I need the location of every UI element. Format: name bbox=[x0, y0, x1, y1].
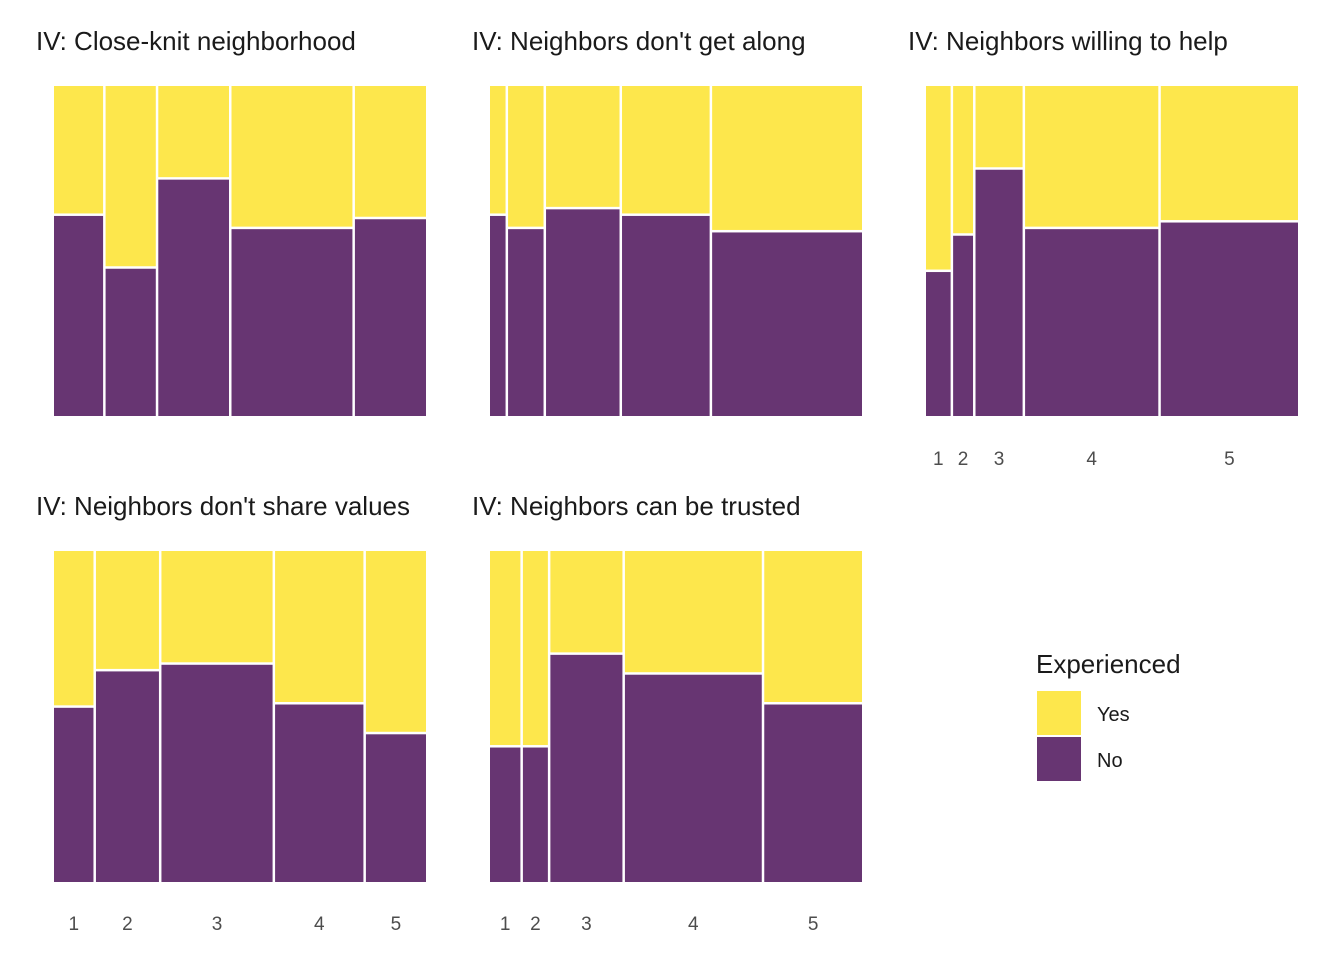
panel-dont-share-values: IV: Neighbors don't share values 1 2 3 4 5 bbox=[36, 491, 426, 935]
tile-yes-cat-1 bbox=[54, 551, 94, 706]
tile-no-cat-3 bbox=[161, 664, 273, 882]
legend-label-no: No bbox=[1097, 750, 1123, 772]
x-tick-label: 1 bbox=[933, 449, 944, 470]
tile-yes-cat-1 bbox=[490, 551, 521, 746]
legend-swatch-no bbox=[1037, 737, 1081, 781]
tile-no-cat-2 bbox=[953, 235, 974, 416]
tile-no-cat-5 bbox=[1160, 222, 1298, 416]
tile-no-cat-2 bbox=[508, 229, 544, 416]
panel-title: IV: Neighbors don't get along bbox=[472, 26, 806, 56]
tile-yes-cat-5 bbox=[764, 551, 862, 703]
tile-yes-cat-2 bbox=[95, 551, 159, 669]
tile-no-cat-2 bbox=[105, 268, 156, 416]
legend-label-yes: Yes bbox=[1097, 704, 1130, 726]
tile-yes-cat-3 bbox=[550, 551, 623, 653]
x-tick-label: 2 bbox=[530, 914, 541, 935]
tile-no-cat-1 bbox=[490, 747, 521, 882]
tile-no-cat-4 bbox=[275, 704, 364, 882]
tile-no-cat-1 bbox=[926, 272, 951, 416]
legend: Experienced Yes No bbox=[1036, 649, 1181, 781]
x-tick-label: 3 bbox=[581, 914, 592, 935]
tile-yes-cat-5 bbox=[1160, 86, 1298, 221]
tile-yes-cat-4 bbox=[275, 551, 364, 703]
x-tick-label: 1 bbox=[68, 914, 79, 935]
tile-yes-cat-4 bbox=[1025, 86, 1159, 227]
tile-no-cat-5 bbox=[712, 232, 862, 416]
tile-no-cat-3 bbox=[975, 169, 1023, 416]
tile-yes-cat-1 bbox=[54, 86, 104, 214]
tile-yes-cat-5 bbox=[712, 86, 862, 230]
tile-no-cat-5 bbox=[764, 704, 862, 882]
panel-title: IV: Neighbors can be trusted bbox=[472, 491, 801, 521]
tile-yes-cat-4 bbox=[624, 551, 762, 673]
tile-yes-cat-2 bbox=[508, 86, 544, 227]
tile-yes-cat-1 bbox=[490, 86, 506, 214]
x-tick-label: 5 bbox=[1224, 449, 1235, 470]
tile-yes-cat-4 bbox=[622, 86, 710, 214]
legend-title: Experienced bbox=[1036, 649, 1181, 679]
legend-swatch-yes bbox=[1037, 691, 1081, 735]
panel-dont-get-along: IV: Neighbors don't get along bbox=[472, 26, 862, 416]
x-tick-label: 2 bbox=[958, 449, 969, 470]
panel-title: IV: Close-knit neighborhood bbox=[36, 26, 356, 56]
x-tick-label: 3 bbox=[994, 449, 1005, 470]
tile-no-cat-5 bbox=[365, 734, 426, 882]
panel-close-knit: IV: Close-knit neighborhood bbox=[36, 26, 426, 416]
tile-yes-cat-2 bbox=[522, 551, 548, 746]
x-tick-label: 5 bbox=[391, 914, 402, 935]
tile-no-cat-4 bbox=[622, 215, 710, 416]
tile-yes-cat-4 bbox=[231, 86, 353, 227]
tile-yes-cat-3 bbox=[546, 86, 620, 207]
tile-yes-cat-1 bbox=[926, 86, 951, 270]
tile-no-cat-5 bbox=[354, 219, 426, 416]
tile-yes-cat-2 bbox=[953, 86, 974, 234]
tile-no-cat-3 bbox=[550, 654, 623, 882]
x-tick-label: 1 bbox=[500, 914, 511, 935]
tile-yes-cat-2 bbox=[105, 86, 156, 267]
x-tick-label: 4 bbox=[1086, 449, 1097, 470]
tile-yes-cat-3 bbox=[975, 86, 1023, 168]
tile-no-cat-4 bbox=[1025, 229, 1159, 416]
tile-yes-cat-5 bbox=[365, 551, 426, 732]
x-tick-label: 5 bbox=[808, 914, 819, 935]
tile-yes-cat-5 bbox=[354, 86, 426, 217]
tile-no-cat-4 bbox=[624, 674, 762, 882]
tile-no-cat-1 bbox=[54, 215, 104, 416]
tile-no-cat-3 bbox=[158, 179, 230, 416]
tile-yes-cat-3 bbox=[161, 551, 273, 663]
x-tick-label: 3 bbox=[212, 914, 223, 935]
tile-no-cat-2 bbox=[522, 747, 548, 882]
panel-title: IV: Neighbors willing to help bbox=[908, 26, 1228, 56]
tile-no-cat-2 bbox=[95, 671, 159, 882]
tile-no-cat-1 bbox=[54, 707, 94, 882]
panel-title: IV: Neighbors don't share values bbox=[36, 491, 410, 521]
x-tick-label: 2 bbox=[122, 914, 133, 935]
tile-yes-cat-3 bbox=[158, 86, 230, 178]
tile-no-cat-1 bbox=[490, 215, 506, 416]
tile-no-cat-3 bbox=[546, 209, 620, 416]
x-tick-label: 4 bbox=[314, 914, 325, 935]
x-tick-label: 4 bbox=[688, 914, 699, 935]
tile-no-cat-4 bbox=[231, 229, 353, 416]
